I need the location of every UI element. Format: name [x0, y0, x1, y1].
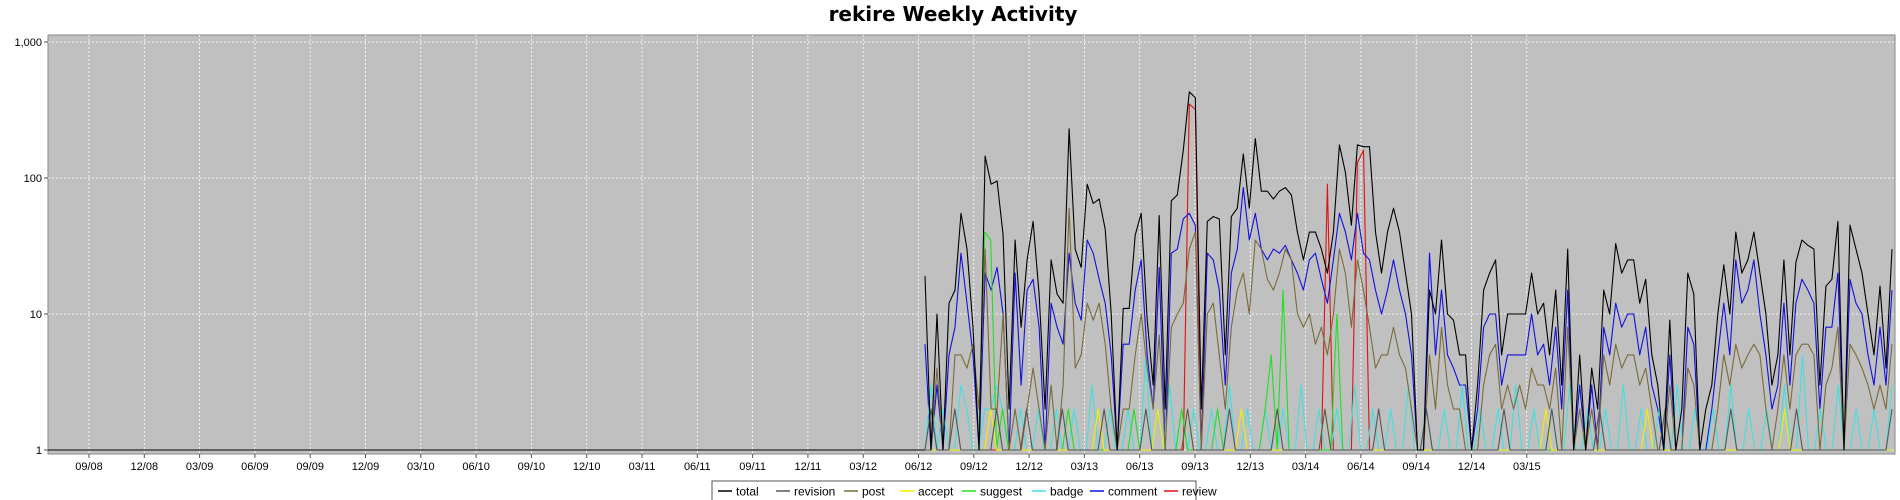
legend: total revision post accept suggest badge comme…	[711, 480, 1217, 500]
legend-label-comment: comment	[1108, 485, 1158, 499]
x-tick-label: 06/14	[1347, 461, 1375, 473]
y-tick-label: 1,000	[14, 37, 42, 49]
y-tick-label: 10	[30, 309, 42, 321]
chart-title: rekire Weekly Activity	[829, 2, 1078, 26]
y-tick-label: 100	[24, 173, 42, 185]
x-tick-label: 03/12	[849, 461, 877, 473]
x-tick-label: 03/14	[1292, 461, 1320, 473]
x-tick-label: 06/11	[684, 461, 711, 473]
x-tick-label: 09/13	[1181, 461, 1209, 473]
x-tick-label: 09/09	[296, 461, 324, 473]
series-line-total	[924, 91, 1893, 451]
legend-label-accept: accept	[918, 485, 954, 499]
x-tick-label: 09/10	[518, 461, 546, 473]
x-tick-label: 12/11	[795, 461, 822, 473]
series-line-revision	[924, 408, 1893, 451]
x-tick-label: 09/12	[960, 461, 988, 473]
x-tick-label: 03/09	[186, 461, 214, 473]
x-tick-label: 12/14	[1458, 461, 1486, 473]
x-tick-label: 09/14	[1402, 461, 1430, 473]
x-tick-label: 12/12	[1015, 461, 1043, 473]
plot-area	[47, 34, 1896, 455]
legend-label-total: total	[736, 485, 759, 499]
x-tick-label: 12/13	[1237, 461, 1265, 473]
legend-label-badge: badge	[1050, 485, 1084, 499]
x-tick-label: 12/10	[573, 461, 601, 473]
x-tick-label: 09/11	[739, 461, 766, 473]
x-tick-label: 06/12	[905, 461, 933, 473]
legend-label-review: review	[1182, 485, 1217, 499]
y-tick-label: 1	[36, 445, 42, 457]
x-tick-label: 03/10	[407, 461, 435, 473]
x-tick-label: 03/15	[1513, 461, 1541, 473]
x-tick-label: 06/13	[1126, 461, 1154, 473]
x-tick-label: 12/08	[131, 461, 159, 473]
legend-label-suggest: suggest	[980, 485, 1023, 499]
axes: 1 10 100 1,000 09/08 12/08 03/09 06/09 09/09 12/0…	[14, 37, 1540, 473]
series-line-post	[925, 207, 1893, 451]
legend-box	[711, 480, 1197, 500]
series-lines	[48, 91, 1893, 451]
x-tick-label: 06/09	[241, 461, 269, 473]
legend-label-revision: revision	[794, 485, 835, 499]
x-tick-label: 09/08	[75, 461, 103, 473]
x-tick-label: 12/09	[352, 461, 380, 473]
legend-label-post: post	[862, 485, 885, 499]
series-line-comment	[924, 187, 1893, 451]
x-tick-label: 03/11	[629, 461, 656, 473]
x-tick-label: 06/10	[462, 461, 490, 473]
x-tick-label: 03/13	[1071, 461, 1099, 473]
